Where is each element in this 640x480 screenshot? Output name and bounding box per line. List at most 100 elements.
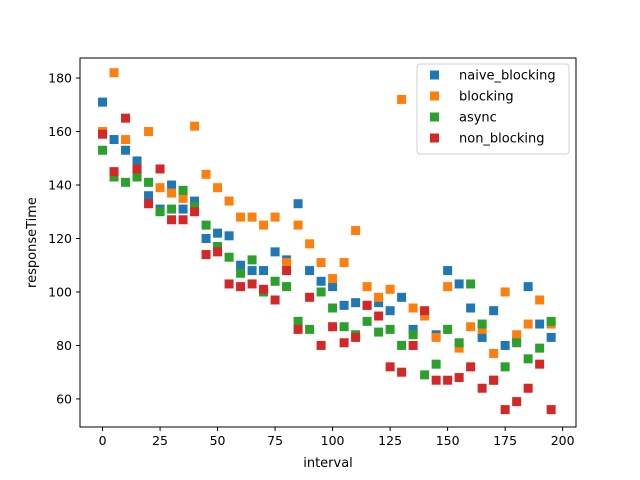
y-tick-label: 140 bbox=[48, 178, 72, 193]
data-point bbox=[535, 295, 545, 305]
data-point bbox=[362, 300, 372, 310]
data-point bbox=[213, 183, 223, 193]
legend-item: naive_blocking bbox=[430, 69, 556, 84]
legend-box bbox=[416, 63, 570, 155]
legend-item: non_blocking bbox=[430, 132, 545, 147]
data-point bbox=[512, 338, 522, 348]
data-point bbox=[109, 135, 119, 145]
legend-marker bbox=[430, 70, 439, 80]
data-point bbox=[224, 252, 234, 262]
legend-item: blocking bbox=[430, 90, 514, 105]
x-tick-label: 125 bbox=[378, 433, 402, 448]
legend-label: blocking bbox=[459, 90, 514, 105]
data-point bbox=[167, 215, 177, 225]
plot-marks bbox=[98, 68, 556, 415]
y-tick-label: 180 bbox=[48, 71, 72, 86]
data-point bbox=[259, 266, 269, 276]
y-tick-label: 60 bbox=[56, 391, 72, 406]
data-point bbox=[454, 343, 464, 353]
data-point bbox=[362, 316, 372, 326]
data-point bbox=[443, 282, 453, 292]
data-point bbox=[109, 167, 119, 177]
data-point bbox=[201, 233, 211, 243]
data-point bbox=[546, 332, 556, 342]
data-point bbox=[201, 250, 211, 260]
data-point bbox=[385, 284, 395, 294]
data-point bbox=[500, 340, 510, 350]
data-point bbox=[431, 332, 441, 342]
data-point bbox=[201, 169, 211, 179]
data-point bbox=[535, 319, 545, 329]
data-point bbox=[236, 282, 246, 292]
data-point bbox=[213, 247, 223, 257]
data-point bbox=[144, 199, 154, 209]
legend-item: async bbox=[430, 111, 497, 126]
data-point bbox=[466, 279, 476, 289]
data-point bbox=[282, 258, 292, 268]
data-point bbox=[190, 196, 200, 206]
data-point bbox=[500, 362, 510, 372]
data-point bbox=[224, 231, 234, 241]
data-point bbox=[397, 340, 407, 350]
data-point bbox=[247, 255, 257, 265]
x-tick-label: 25 bbox=[152, 433, 168, 448]
x-tick-label: 175 bbox=[493, 433, 517, 448]
x-tick-label: 75 bbox=[267, 433, 283, 448]
data-point bbox=[132, 156, 142, 166]
data-point bbox=[339, 338, 349, 348]
data-point bbox=[385, 306, 395, 316]
data-point bbox=[385, 362, 395, 372]
data-point bbox=[270, 276, 280, 286]
data-point bbox=[109, 172, 119, 182]
data-point bbox=[121, 177, 131, 187]
data-point bbox=[466, 362, 476, 372]
data-point bbox=[121, 135, 131, 145]
data-point bbox=[477, 324, 487, 334]
data-point bbox=[305, 292, 315, 302]
data-point bbox=[316, 287, 326, 297]
x-tick-label: 0 bbox=[99, 433, 107, 448]
data-point bbox=[213, 242, 223, 252]
data-point bbox=[316, 258, 326, 268]
x-tick-label: 100 bbox=[321, 433, 345, 448]
data-point bbox=[351, 225, 361, 235]
data-point bbox=[259, 220, 269, 230]
data-point bbox=[443, 324, 453, 334]
data-point bbox=[489, 306, 499, 316]
data-point bbox=[328, 303, 338, 313]
data-point bbox=[477, 319, 487, 329]
legend-label: non_blocking bbox=[459, 132, 545, 147]
data-point bbox=[408, 303, 418, 313]
data-point bbox=[477, 383, 487, 393]
data-point bbox=[454, 373, 464, 383]
data-point bbox=[466, 303, 476, 313]
data-point bbox=[247, 279, 257, 289]
data-point bbox=[374, 292, 384, 302]
data-point bbox=[512, 330, 522, 340]
legend: naive_blocking blocking async non_blocking bbox=[416, 63, 570, 155]
legend-marker bbox=[430, 91, 439, 101]
data-point bbox=[477, 332, 487, 342]
data-point bbox=[155, 207, 165, 217]
data-point bbox=[98, 97, 108, 107]
data-point bbox=[282, 282, 292, 292]
legend-marker bbox=[430, 133, 439, 143]
y-tick-label: 100 bbox=[48, 284, 72, 299]
x-tick-label: 200 bbox=[551, 433, 575, 448]
data-point bbox=[374, 327, 384, 337]
data-point bbox=[454, 279, 464, 289]
data-point bbox=[443, 375, 453, 385]
data-point bbox=[224, 279, 234, 289]
data-point bbox=[293, 199, 303, 209]
data-point bbox=[523, 383, 533, 393]
data-point bbox=[155, 183, 165, 193]
data-point bbox=[523, 319, 533, 329]
data-point bbox=[98, 145, 108, 155]
data-point bbox=[178, 185, 188, 195]
y-tick-label: 80 bbox=[56, 338, 72, 353]
data-point bbox=[155, 164, 165, 174]
x-axis-ticks: 0 25 50 75 100 125 150 175 200 bbox=[99, 427, 575, 448]
data-point bbox=[247, 212, 257, 222]
data-point bbox=[408, 340, 418, 350]
